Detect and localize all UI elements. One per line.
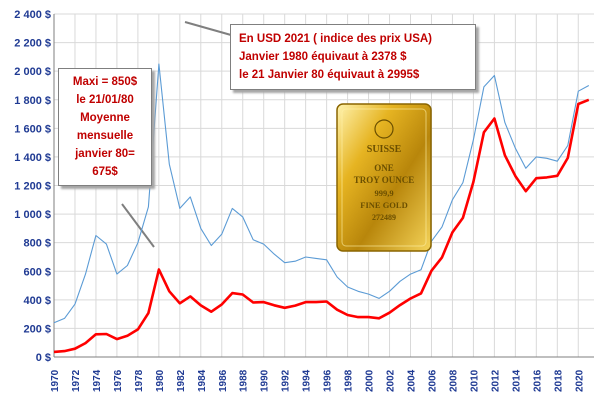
annotation-usd-2021: En USD 2021 ( indice des prix USA) Janvi… [230, 24, 476, 90]
x-tick-label: 1984 [197, 369, 208, 392]
y-tick-label: 1 800 $ [14, 95, 51, 107]
annotation-line: Maxi = 850$ [72, 76, 138, 88]
x-tick-label: 1972 [71, 369, 82, 392]
x-tick-label: 1982 [176, 369, 187, 392]
gold-bar-line: FINE GOLD [360, 200, 407, 210]
x-tick-label: 2002 [386, 369, 397, 392]
annotation-line: mensuelle [76, 130, 134, 142]
gold-bar-line: SUISSE [367, 144, 402, 155]
annotation-line: En USD 2021 ( indice des prix USA) [239, 33, 433, 45]
x-tick-label: 2008 [448, 369, 459, 392]
x-tick-label: 1986 [218, 369, 229, 392]
y-tick-label: 0 $ [36, 352, 51, 364]
x-tick-label: 2012 [490, 369, 501, 392]
y-tick-label: 600 $ [23, 266, 51, 278]
x-tick-label: 1992 [281, 369, 292, 392]
y-tick-label: 1 600 $ [14, 123, 51, 135]
series-line-red [53, 98, 590, 354]
x-tick-label: 1996 [323, 369, 334, 392]
annotation-line: le 21 Janvier 80 équivaut à 2995$ [239, 69, 420, 81]
grid [53, 13, 594, 358]
x-tick-label: 2016 [532, 369, 543, 392]
x-tick-label: 1988 [239, 369, 250, 392]
x-tick-label: 1990 [260, 369, 271, 392]
y-tick-label: 2 400 $ [14, 9, 51, 21]
y-tick-label: 1 400 $ [14, 152, 51, 164]
annotation-line: Janvier 1980 équivaut à 2378 $ [239, 51, 407, 63]
x-axis: 1970 1972 1974 1976 1978 1980 1982 1984 1986 1988… [50, 369, 585, 392]
x-tick-label: 1980 [155, 369, 166, 392]
x-tick-label: 2004 [407, 369, 418, 392]
x-tick-label: 1976 [113, 369, 124, 392]
annotation-max-1980: Maxi = 850$ le 21/01/80 Moyenne mensuell… [58, 68, 152, 186]
annotation-line: janvier 80= [75, 148, 135, 160]
x-tick-label: 2000 [365, 369, 376, 392]
annotation-line: le 21/01/80 [76, 94, 134, 106]
x-tick-label: 2018 [553, 369, 564, 392]
gold-bar-line: 272489 [372, 213, 396, 222]
y-tick-label: 2 200 $ [14, 38, 51, 50]
gold-bar-line: TROY OUNCE [354, 175, 414, 185]
x-tick-label: 1998 [344, 369, 355, 392]
callout-pointer [121, 203, 155, 248]
y-tick-label: 200 $ [23, 323, 51, 335]
x-tick-label: 2010 [469, 369, 480, 392]
series-lines [53, 63, 590, 354]
y-tick-label: 2 000 $ [14, 66, 51, 78]
y-tick-label: 400 $ [23, 295, 51, 307]
callout-pointers [121, 21, 232, 248]
annotation-line: Moyenne [80, 112, 130, 124]
x-tick-label: 1994 [302, 369, 313, 392]
x-tick-label: 2020 [574, 369, 585, 392]
series-line-blue [53, 63, 590, 324]
callout-pointer [184, 21, 232, 36]
y-tick-label: 1 000 $ [14, 209, 51, 221]
logo-icon [374, 119, 394, 139]
x-tick-label: 1970 [50, 369, 61, 392]
x-tick-label: 1978 [134, 369, 145, 392]
y-axis: 0 $ 200 $ 400 $ 600 $ 800 $ 1 000 $ 1 200 $ 1 4… [14, 9, 51, 364]
gold-bar: SUISSE ONE TROY OUNCE 999,9 FINE GOLD 27… [336, 103, 432, 252]
gold-bar-line: 999,9 [374, 188, 393, 198]
annotation-line: 675$ [92, 166, 118, 178]
y-tick-label: 800 $ [23, 238, 51, 250]
y-tick-label: 1 200 $ [14, 181, 51, 193]
x-tick-label: 1974 [92, 369, 103, 392]
gold-bar-line: ONE [374, 163, 394, 173]
x-tick-label: 2014 [511, 369, 522, 392]
x-tick-label: 2006 [427, 369, 438, 392]
